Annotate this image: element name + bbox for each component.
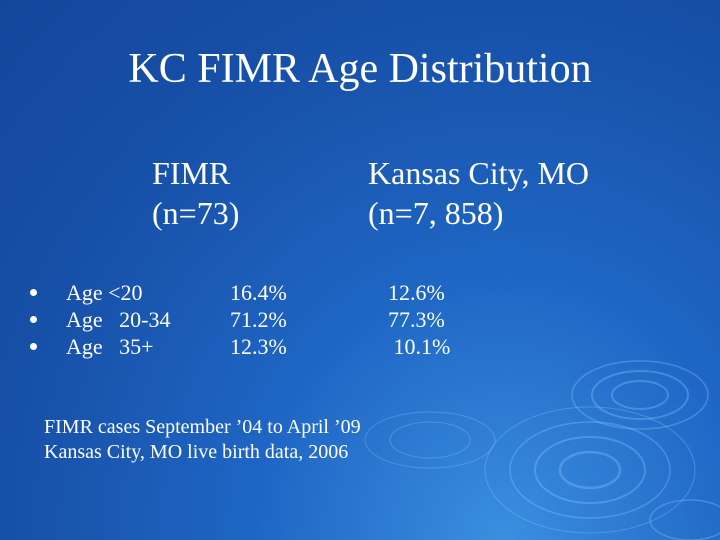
- kansas-city-percentage: 12.6%: [388, 280, 445, 305]
- age-group-label: Age 20-34: [66, 307, 171, 332]
- fimr-column-header: FIMR (n=73): [152, 153, 239, 233]
- fimr-column-label: FIMR: [152, 155, 231, 191]
- bullet-icon: [30, 316, 37, 323]
- fimr-percentage: 12.3%: [230, 334, 287, 359]
- birth-data-source-note: Kansas City, MO live birth data, 2006: [44, 441, 349, 463]
- age-group-label: Age 35+: [66, 334, 154, 359]
- bullet-icon: [30, 343, 37, 350]
- kansas-city-column-label: Kansas City, MO: [368, 155, 590, 191]
- age-row-20-34: Age 20-34 71.2% 77.3%: [0, 306, 720, 333]
- age-distribution-list: Age <20 16.4% 12.6% Age 20-34 71.2% 77.3…: [0, 279, 720, 360]
- fimr-source-note: FIMR cases September ’04 to April ’09: [44, 416, 361, 438]
- bullet-icon: [30, 289, 37, 296]
- fimr-percentage: 16.4%: [230, 280, 287, 305]
- fimr-sample-size: (n=73): [152, 195, 240, 231]
- age-row-under-20: Age <20 16.4% 12.6%: [0, 279, 720, 306]
- kansas-city-column-header: Kansas City, MO (n=7, 858): [368, 153, 589, 233]
- kansas-city-percentage: 77.3%: [388, 307, 445, 332]
- age-row-35-plus: Age 35+ 12.3% 10.1%: [0, 333, 720, 360]
- data-source-notes: FIMR cases September ’04 to April ’09 Ka…: [44, 415, 361, 465]
- fimr-percentage: 71.2%: [230, 307, 287, 332]
- age-group-label: Age <20: [66, 280, 143, 305]
- kansas-city-sample-size: (n=7, 858): [368, 195, 504, 231]
- kansas-city-percentage: 10.1%: [388, 334, 451, 359]
- slide-title: KC FIMR Age Distribution: [128, 46, 592, 92]
